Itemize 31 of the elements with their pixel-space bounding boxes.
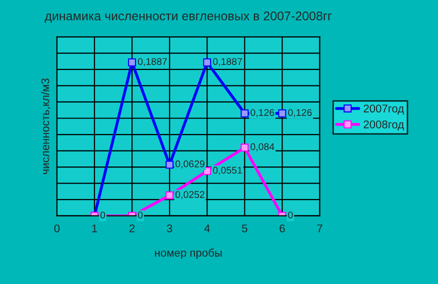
point <box>203 58 212 66</box>
x-tick-label: 2 <box>129 224 135 232</box>
legend-label: 2007год <box>364 104 404 115</box>
x-tick-label: 0 <box>54 224 60 232</box>
point <box>240 109 249 118</box>
point <box>278 109 286 118</box>
data-label: 0,1887 <box>213 58 242 66</box>
point <box>240 144 249 152</box>
chart-title: динамика численности евгленовых в 2007-2008гг <box>44 12 332 23</box>
x-tick-label: 1 <box>92 224 98 232</box>
data-label: 0,126 <box>250 109 274 118</box>
legend-label: 2008год <box>364 120 404 130</box>
point <box>166 160 174 169</box>
data-label: 0 <box>100 212 106 218</box>
data-label: 0 <box>138 212 143 218</box>
data-label: 0 <box>288 212 293 218</box>
point <box>166 191 174 200</box>
x-tick-label: 6 <box>280 224 285 232</box>
data-label: 0,0252 <box>176 191 204 200</box>
data-label: 0,126 <box>288 109 312 118</box>
x-tick-label: 4 <box>204 224 210 232</box>
data-label: 0,0551 <box>213 166 242 175</box>
data-label: 0,084 <box>250 143 274 152</box>
x-tick-label: 3 <box>166 224 172 232</box>
data-label: 0,1887 <box>138 58 167 66</box>
x-tick-label: 7 <box>317 224 322 232</box>
y-axis-title: численность,кл/м3 <box>41 78 50 174</box>
data-label: 0,0629 <box>176 160 204 168</box>
point <box>128 58 136 66</box>
x-tick-label: 5 <box>242 224 248 232</box>
x-axis-title: номер пробы <box>155 248 222 259</box>
